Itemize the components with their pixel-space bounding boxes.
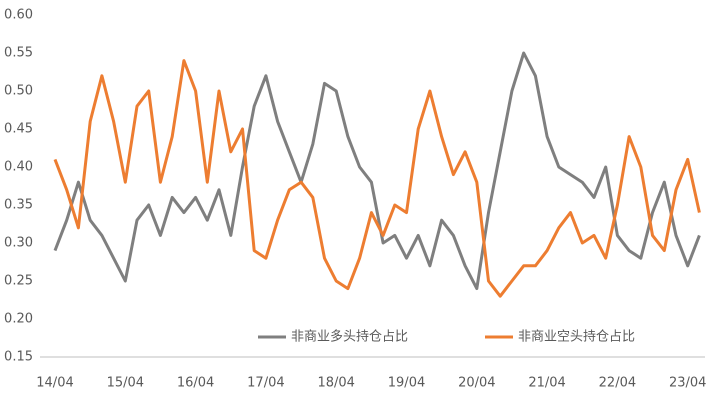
y-tick-label: 0.25 — [4, 274, 33, 289]
x-tick-label: 20/04 — [458, 376, 495, 391]
x-tick-label: 14/04 — [36, 376, 73, 391]
y-tick-label: 0.40 — [4, 160, 33, 175]
x-tick-label: 22/04 — [599, 376, 636, 391]
legend-label: 非商业空头持仓占比 — [518, 330, 635, 345]
y-tick-label: 0.30 — [4, 236, 33, 251]
y-tick-label: 0.45 — [4, 122, 33, 137]
x-tick-label: 19/04 — [388, 376, 425, 391]
y-tick-label: 0.60 — [4, 8, 33, 23]
x-tick-label: 23/04 — [669, 376, 706, 391]
x-tick-label: 21/04 — [528, 376, 565, 391]
y-tick-label: 0.50 — [4, 84, 33, 99]
x-tick-label: 17/04 — [247, 376, 284, 391]
series-line — [53, 51, 701, 291]
x-tick-label: 16/04 — [177, 376, 214, 391]
y-tick-label: 0.35 — [4, 198, 33, 213]
x-tick-label: 15/04 — [107, 376, 144, 391]
series-line — [53, 59, 701, 298]
legend-label: 非商业多头持仓占比 — [291, 329, 408, 345]
y-tick-label: 0.20 — [4, 312, 33, 327]
y-tick-label: 0.15 — [4, 350, 33, 365]
y-tick-label: 0.55 — [4, 46, 33, 61]
x-tick-label: 18/04 — [317, 376, 354, 391]
